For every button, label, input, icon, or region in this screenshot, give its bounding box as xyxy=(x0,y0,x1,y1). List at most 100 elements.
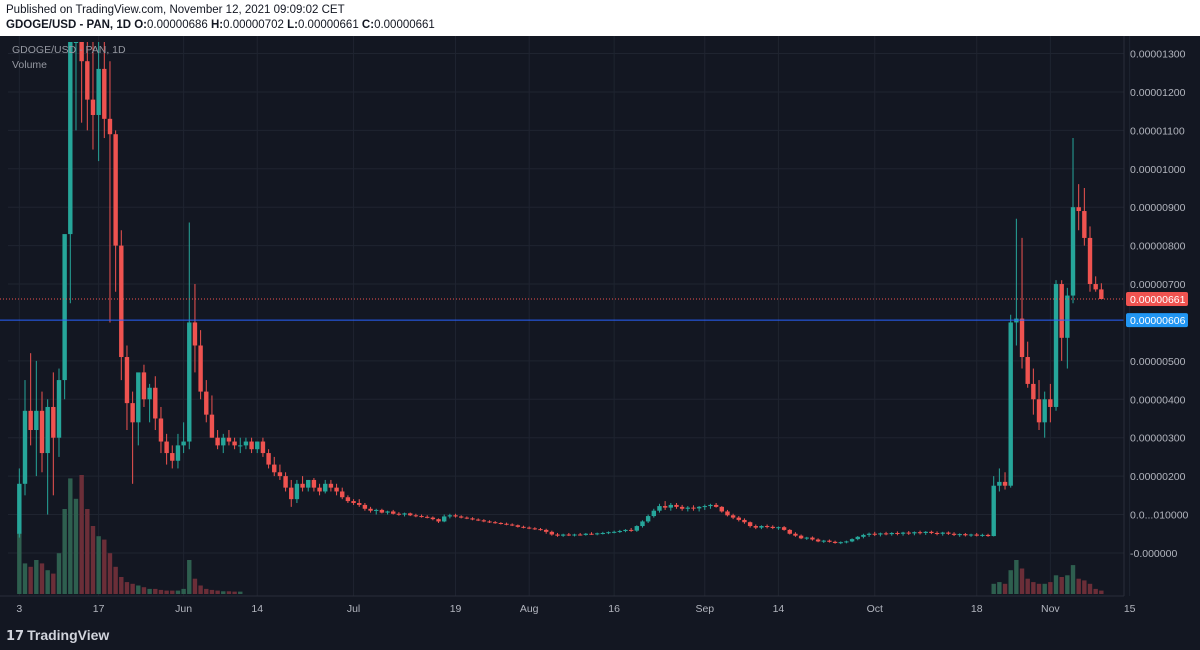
candle-body xyxy=(458,516,464,518)
candle-body xyxy=(560,534,566,536)
candle-body xyxy=(787,529,792,534)
candle-body xyxy=(470,518,475,520)
candle-body xyxy=(674,504,679,507)
candle-body xyxy=(153,387,158,419)
candle-body xyxy=(1053,284,1059,407)
candle-body xyxy=(232,441,237,446)
volume-bar xyxy=(107,553,113,594)
candlestick-chart[interactable]: 0.00000606 0.00000661 0.00001300 0.0000120… xyxy=(0,36,1200,620)
candle-body xyxy=(379,509,385,513)
volume-bar xyxy=(1008,570,1013,594)
candle-body xyxy=(396,513,402,515)
volume-bar xyxy=(1076,578,1081,594)
candle-body xyxy=(566,534,572,536)
volume-bar xyxy=(56,553,62,594)
y-tick-label: 0.00001200 xyxy=(1130,87,1186,99)
candle-body xyxy=(946,532,951,534)
candle-body xyxy=(815,539,821,542)
volume-bar xyxy=(1087,583,1093,594)
y-tick-label: 0.00000400 xyxy=(1130,394,1186,406)
candle-body xyxy=(878,533,883,535)
candle-body xyxy=(912,532,917,534)
volume-bar xyxy=(181,588,186,594)
candle-body xyxy=(753,526,758,528)
y-tick-label: 0.00000700 xyxy=(1130,279,1186,291)
candle-body xyxy=(294,483,300,500)
candle-body xyxy=(260,441,266,454)
candle-body xyxy=(906,532,911,534)
candle-body xyxy=(968,534,974,536)
candle-body xyxy=(509,524,515,526)
volume-bar xyxy=(79,475,84,594)
low-label: L: xyxy=(287,19,298,31)
candle-body xyxy=(606,532,611,534)
candle-body xyxy=(1008,322,1013,486)
footer: 17 TradingView xyxy=(0,620,1200,650)
candle-body xyxy=(1042,399,1047,423)
volume-bar xyxy=(1059,577,1064,594)
close-value: 0.00000661 xyxy=(374,19,435,31)
line-layer: 0.00000606 0.00000661 xyxy=(0,292,1188,328)
candle-body xyxy=(113,134,118,246)
volume-bar xyxy=(1082,580,1087,594)
candle-body xyxy=(532,528,538,530)
candle-body xyxy=(1059,284,1064,338)
candle-body xyxy=(141,372,147,400)
candle-body xyxy=(323,483,328,492)
volume-bar xyxy=(102,539,107,594)
volume-bar xyxy=(1019,568,1025,594)
candle-body xyxy=(577,534,583,536)
candle-body xyxy=(368,508,373,511)
volume-bar xyxy=(158,589,164,594)
volume-bar xyxy=(22,563,28,594)
candle-body xyxy=(334,487,339,492)
candle-body xyxy=(187,322,192,442)
candle-body xyxy=(198,345,203,392)
candle-body xyxy=(158,418,164,442)
candle-body xyxy=(1076,207,1081,212)
volume-bar xyxy=(1099,590,1104,594)
tradingview-logo-icon: 17 xyxy=(6,629,25,644)
volume-bar xyxy=(1031,582,1036,594)
volume-bar xyxy=(141,587,147,594)
chart-area[interactable]: 0.00000606 0.00000661 0.00001300 0.0000120… xyxy=(0,36,1200,620)
candle-body xyxy=(492,522,498,524)
volume-bar xyxy=(119,577,124,594)
last-price-label: 0.00000661 xyxy=(1130,294,1186,306)
candle-body xyxy=(549,531,555,535)
x-tick-label: Aug xyxy=(520,603,539,615)
candle-body xyxy=(997,481,1002,486)
candle-body xyxy=(759,526,764,528)
y-tick-label: 0.00001000 xyxy=(1130,164,1186,176)
x-tick-label: Nov xyxy=(1041,603,1060,615)
candle-body xyxy=(136,372,141,423)
tradingview-logo[interactable]: 17 TradingView xyxy=(6,627,109,644)
volume-bar xyxy=(1002,583,1008,594)
candle-body xyxy=(1019,318,1025,358)
candle-body xyxy=(1087,237,1093,285)
candle-body xyxy=(849,539,855,542)
candle-body xyxy=(487,521,492,523)
candle-body xyxy=(221,437,226,446)
candle-body xyxy=(1065,295,1070,338)
open-value: 0.00000686 xyxy=(147,19,208,31)
candle-body xyxy=(289,487,294,500)
candle-body xyxy=(124,357,130,404)
candle-body xyxy=(192,322,198,346)
volume-bar xyxy=(204,588,209,594)
y-tick-label: 0.0...010000 xyxy=(1130,510,1189,522)
candle-body xyxy=(45,406,50,454)
close-label: C: xyxy=(361,19,375,31)
candle-body xyxy=(623,529,628,532)
candle-body xyxy=(164,441,169,454)
chart-header: Published on TradingView.com, November 1… xyxy=(0,0,1200,36)
candle-body xyxy=(34,410,39,431)
volume-bar xyxy=(39,563,45,594)
candle-body xyxy=(719,506,724,512)
volume-bar xyxy=(198,585,203,594)
candle-body xyxy=(645,516,651,522)
candle-body xyxy=(374,509,379,511)
candle-body xyxy=(838,542,843,544)
volume-bar xyxy=(73,498,79,594)
candle-body xyxy=(56,380,62,438)
